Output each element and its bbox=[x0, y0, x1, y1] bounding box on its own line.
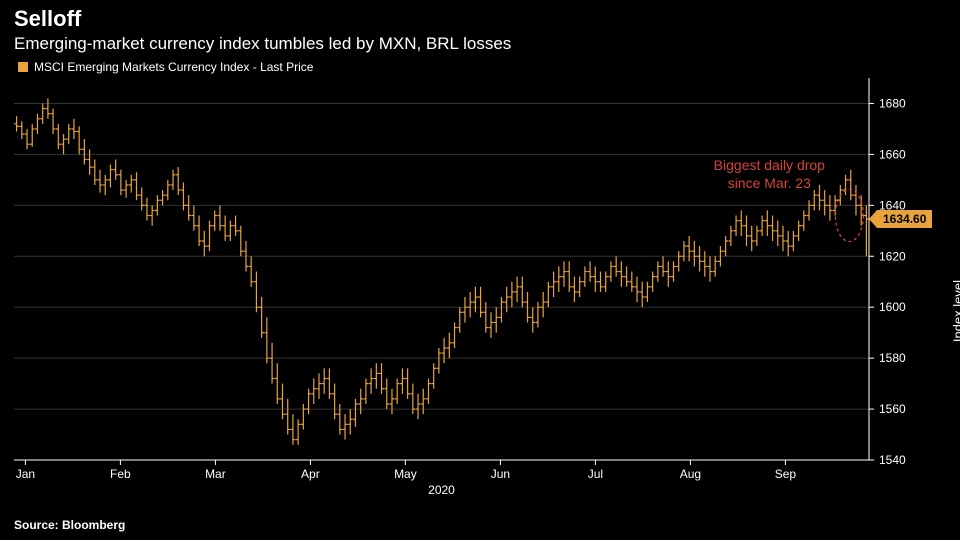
chart-area: 15401560158016001620164016601680JanFebMa… bbox=[14, 78, 946, 498]
y-tick-label: 1660 bbox=[879, 147, 906, 161]
last-price-tag: 1634.60 bbox=[877, 210, 932, 228]
legend-swatch bbox=[18, 62, 28, 72]
x-tick-label: Aug bbox=[680, 467, 701, 481]
x-tick-label: Sep bbox=[775, 467, 797, 481]
y-tick-label: 1680 bbox=[879, 96, 906, 110]
annotation-line: since Mar. 23 bbox=[699, 174, 839, 192]
y-tick-label: 1560 bbox=[879, 402, 906, 416]
legend: MSCI Emerging Markets Currency Index - L… bbox=[18, 60, 313, 74]
y-tick-label: 1540 bbox=[879, 453, 906, 467]
chart-svg: 15401560158016001620164016601680JanFebMa… bbox=[14, 78, 946, 498]
x-tick-label: Jul bbox=[588, 467, 603, 481]
last-price-value: 1634.60 bbox=[883, 212, 926, 226]
chart-title: Selloff bbox=[14, 6, 81, 32]
x-tick-label: May bbox=[394, 467, 417, 481]
x-tick-label: Feb bbox=[110, 467, 131, 481]
x-tick-label: Jan bbox=[16, 467, 35, 481]
chart-subtitle: Emerging-market currency index tumbles l… bbox=[14, 34, 511, 54]
y-tick-label: 1600 bbox=[879, 300, 906, 314]
x-axis-year: 2020 bbox=[428, 483, 455, 497]
chart-container: Selloff Emerging-market currency index t… bbox=[0, 0, 960, 540]
y-axis-title: Index level bbox=[951, 280, 960, 342]
x-tick-label: Apr bbox=[301, 467, 320, 481]
y-tick-label: 1620 bbox=[879, 249, 906, 263]
annotation-text: Biggest daily dropsince Mar. 23 bbox=[699, 156, 839, 192]
y-tick-label: 1580 bbox=[879, 351, 906, 365]
annotation-line: Biggest daily drop bbox=[699, 156, 839, 174]
x-tick-label: Jun bbox=[491, 467, 510, 481]
x-tick-label: Mar bbox=[205, 467, 226, 481]
source-label: Source: Bloomberg bbox=[14, 518, 125, 532]
legend-label: MSCI Emerging Markets Currency Index - L… bbox=[34, 60, 313, 74]
